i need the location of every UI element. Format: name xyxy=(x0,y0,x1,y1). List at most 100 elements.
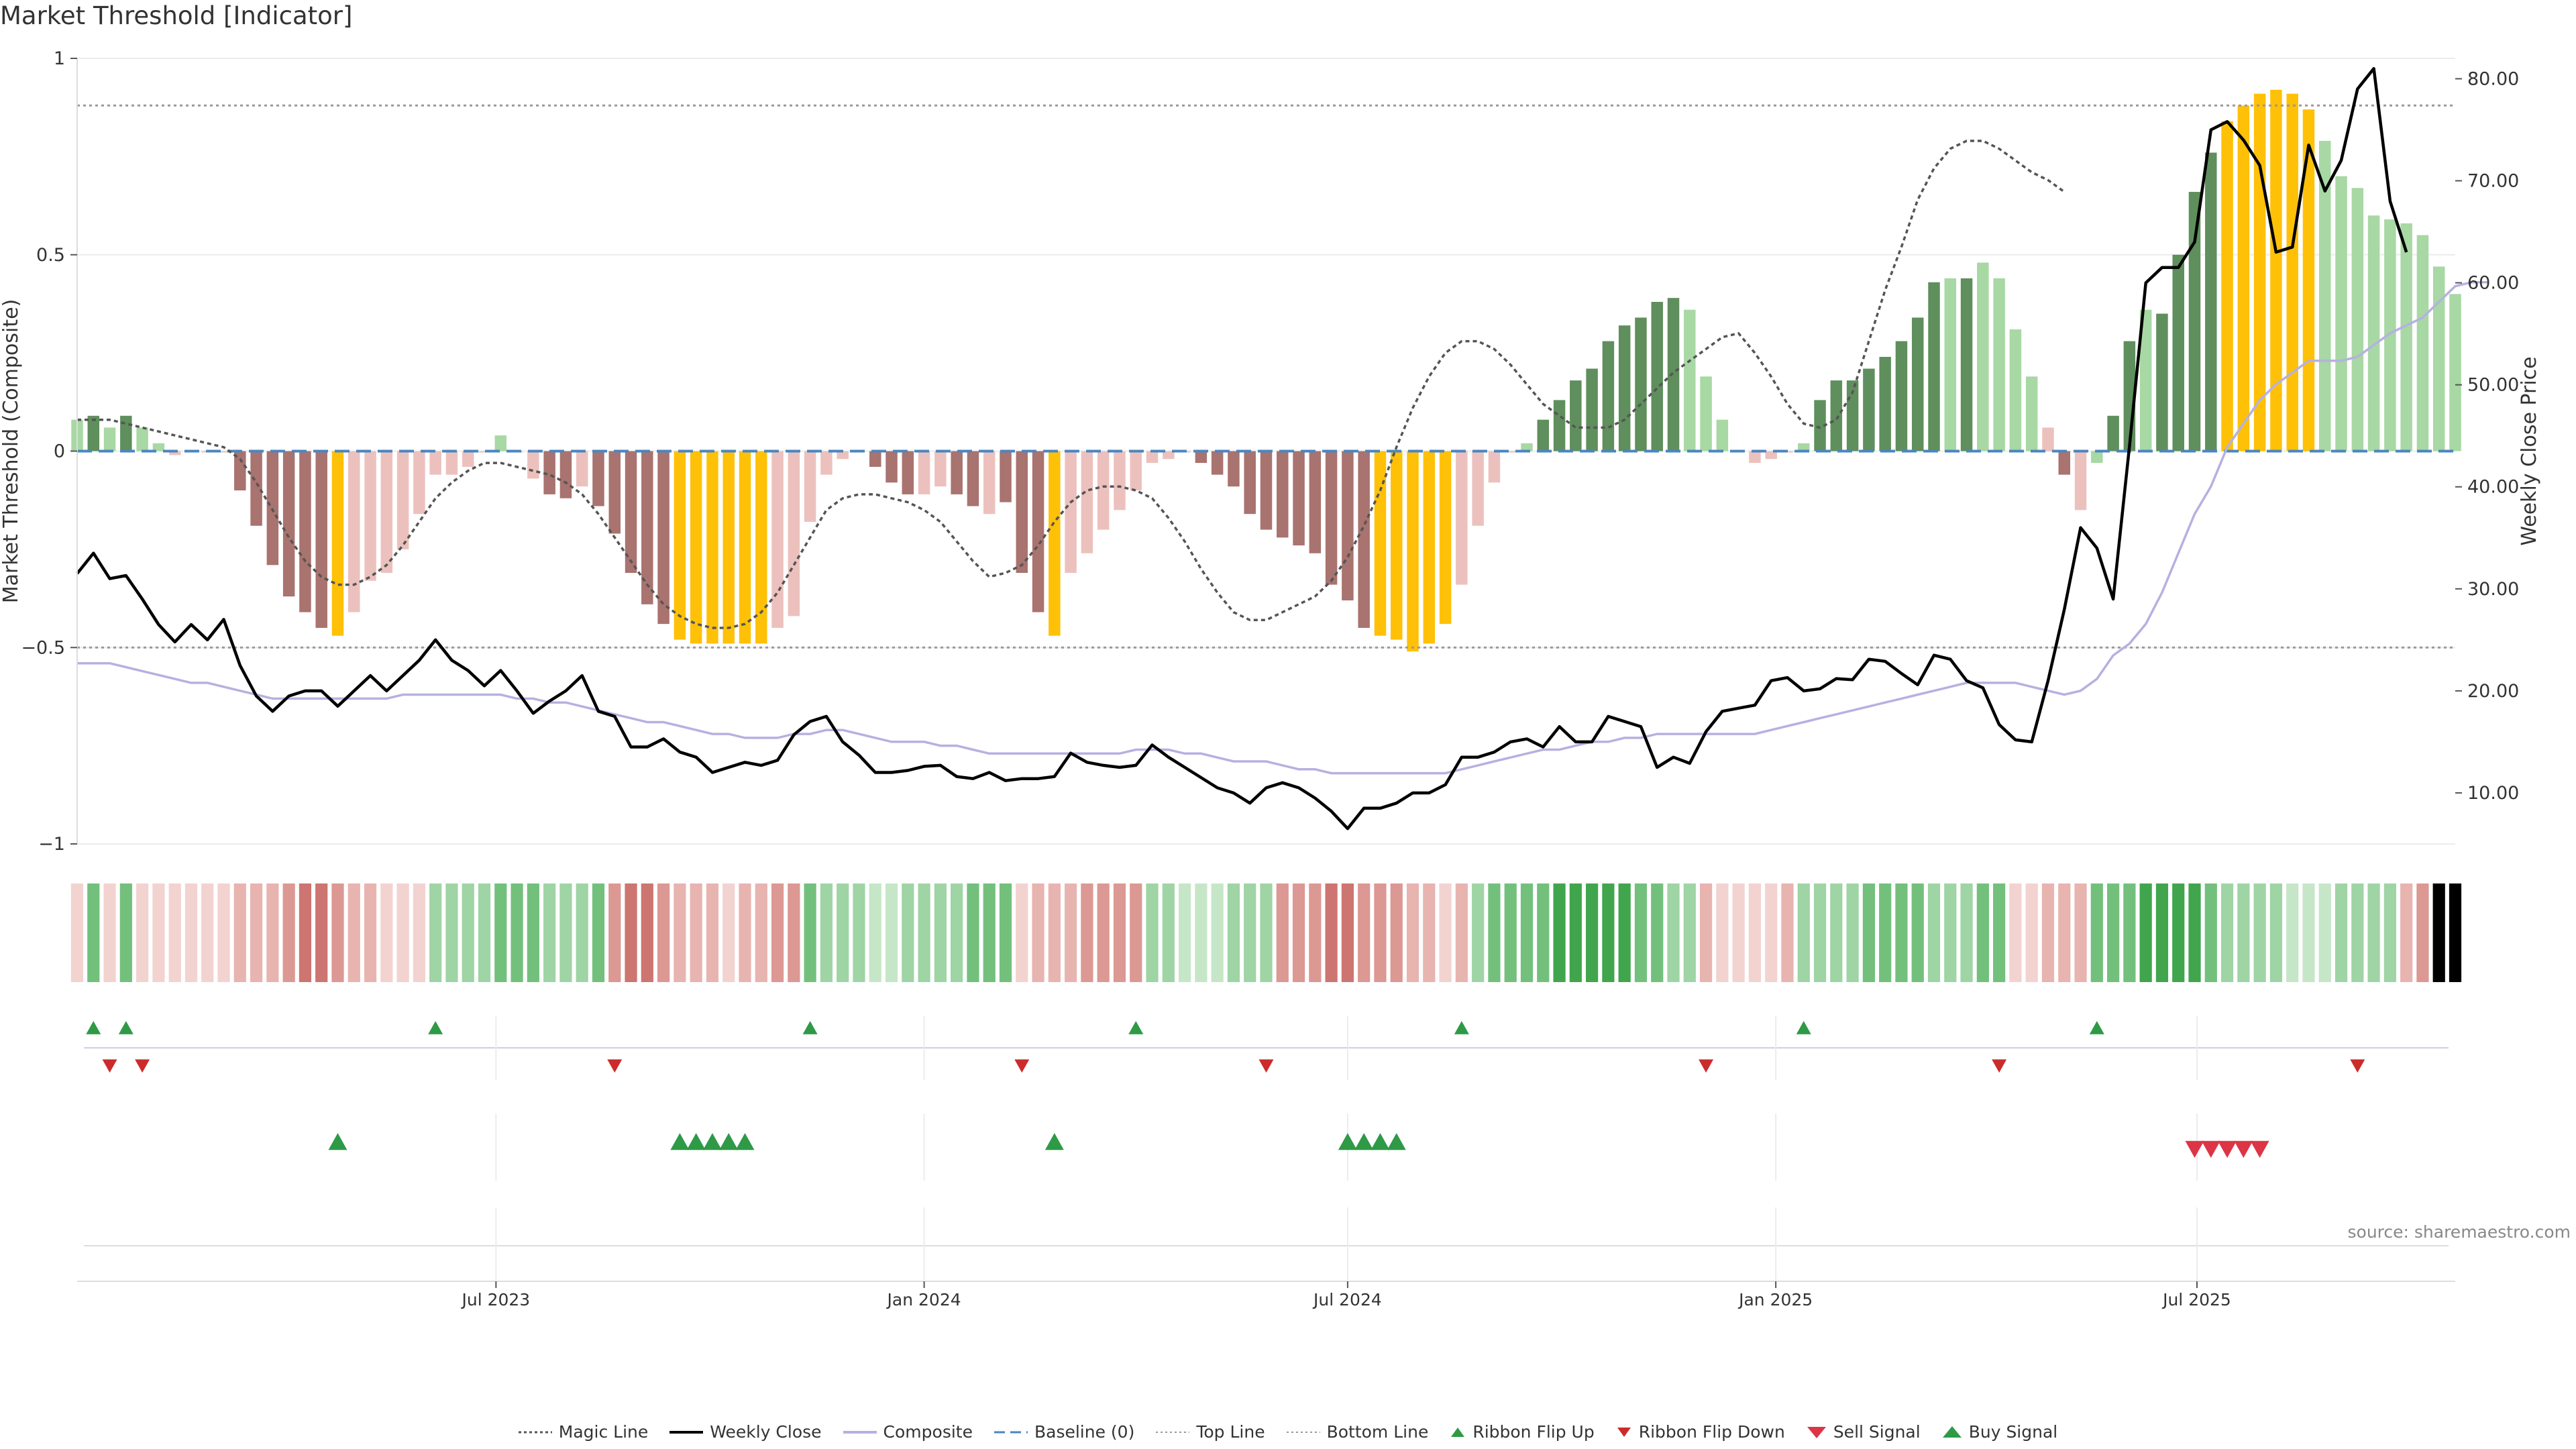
legend-sell-signal: Sell Signal xyxy=(1807,1422,1921,1442)
composite-bar xyxy=(1716,419,1729,451)
ribbon-cell xyxy=(1455,883,1468,982)
ribbon-cell xyxy=(2074,883,2087,982)
ribbon-cell xyxy=(804,883,816,982)
ribbon-cell xyxy=(1879,883,1892,982)
composite-bar xyxy=(1977,262,1989,451)
ribbon-cell xyxy=(1341,883,1354,982)
ribbon-cell xyxy=(2009,883,2022,982)
ribbon-cell xyxy=(869,883,881,982)
composite-bar xyxy=(983,451,996,515)
ribbon-cell xyxy=(657,883,670,982)
ribbon-cell xyxy=(2090,883,2103,982)
ribbon-cell xyxy=(1390,883,1403,982)
legend-label: Ribbon Flip Up xyxy=(1472,1422,1595,1442)
ribbon-cell xyxy=(2106,883,2120,982)
y-tick-label: 0.5 xyxy=(36,245,65,266)
ribbon-cell xyxy=(934,883,947,982)
ribbon-cell xyxy=(478,883,491,982)
legend-composite: Composite xyxy=(843,1422,973,1442)
lines xyxy=(76,66,2488,830)
composite-bar xyxy=(1163,451,1175,460)
ribbon-cell xyxy=(2172,883,2185,982)
composite-bar xyxy=(1391,451,1403,640)
ribbon-cell xyxy=(902,883,914,982)
y-tick-label: 0 xyxy=(54,441,65,462)
x-tick-label: Jul 2025 xyxy=(2161,1290,2231,1309)
y2-tick-label: 30.00 xyxy=(2467,579,2519,600)
composite-bar xyxy=(576,451,588,487)
composite-bar xyxy=(168,451,181,455)
composite-bar xyxy=(1439,451,1452,625)
ribbon-cell xyxy=(1651,883,1664,982)
buy-signal-marker xyxy=(1354,1133,1374,1150)
composite-bar xyxy=(348,451,360,612)
ribbon-cell xyxy=(494,883,507,982)
ribbon-cell xyxy=(1683,883,1696,982)
composite-bar xyxy=(1911,317,1924,451)
composite-bar xyxy=(1553,400,1566,451)
composite-bar xyxy=(869,451,881,467)
buy-signal-marker xyxy=(719,1133,739,1150)
composite-bar xyxy=(2205,152,2217,451)
composite-bar xyxy=(657,451,669,625)
ribbon-cell xyxy=(1097,883,1110,982)
ribbon-flip-up-marker xyxy=(1128,1021,1144,1034)
composite-bar xyxy=(1277,451,1289,538)
composite-bar xyxy=(429,451,441,475)
composite-bar xyxy=(2025,376,2038,451)
composite-bar xyxy=(2172,254,2184,451)
ribbon-flip-up-marker xyxy=(2089,1021,2104,1034)
ribbon-cell xyxy=(1504,883,1517,982)
ribbon-cell xyxy=(885,883,898,982)
composite-bar xyxy=(1521,443,1533,451)
ribbon-cell xyxy=(820,883,833,982)
composite-bar xyxy=(771,451,784,628)
ribbon-cell xyxy=(364,883,377,982)
composite-bar xyxy=(2009,329,2022,451)
ribbon-cell xyxy=(951,883,963,982)
buy-signal-marker xyxy=(702,1133,722,1150)
buy-signal-marker xyxy=(1044,1133,1064,1150)
composite-bar xyxy=(837,451,849,460)
composite-bar xyxy=(1798,443,1810,451)
ribbon-flip-up-marker xyxy=(86,1021,101,1034)
ribbon-flip-up-marker xyxy=(802,1021,818,1034)
ribbon-flip-down-marker xyxy=(1699,1059,1714,1073)
composite-bar xyxy=(1651,302,1663,451)
ribbon-cell xyxy=(608,883,621,982)
composite-bar xyxy=(527,451,539,479)
ribbon-cell xyxy=(559,883,572,982)
composite-bar xyxy=(136,427,148,451)
ribbon-cell xyxy=(1797,883,1810,982)
ribbon-cell xyxy=(1472,883,1485,982)
y2-tick-label: 70.00 xyxy=(2467,170,2519,191)
y-tick-label: −0.5 xyxy=(21,637,65,658)
composite-bar xyxy=(2156,313,2168,451)
ribbon-cell xyxy=(87,883,100,982)
composite-bar xyxy=(2302,109,2315,451)
y-tick-label: 1 xyxy=(54,48,65,69)
composite-bar xyxy=(1195,451,1208,464)
composite-bar xyxy=(2270,89,2282,451)
ribbon-cell xyxy=(1423,883,1436,982)
composite-bar xyxy=(103,427,116,451)
ribbon-cell xyxy=(462,883,474,982)
composite-bar xyxy=(1293,451,1305,546)
ribbon-cell xyxy=(1195,883,1208,982)
composite-bar xyxy=(1879,356,1891,451)
composite-bar xyxy=(1993,278,2005,451)
composite-bar xyxy=(2286,93,2298,451)
composite-bar xyxy=(1065,451,1077,574)
ribbon-cell xyxy=(1569,883,1582,982)
ribbon-cell xyxy=(1065,883,1077,982)
ribbon-cell xyxy=(641,883,653,982)
sell-signal-marker xyxy=(2234,1140,2253,1158)
x-tick-label: Jan 2024 xyxy=(886,1290,961,1309)
ribbon-cell xyxy=(136,883,149,982)
ribbon-cell xyxy=(429,883,442,982)
composite-bar xyxy=(2416,235,2429,451)
ribbon-cell xyxy=(1976,883,1989,982)
ribbon-cell xyxy=(1113,883,1126,982)
composite-bar xyxy=(1960,278,1973,451)
ribbon-cell xyxy=(1048,883,1061,982)
